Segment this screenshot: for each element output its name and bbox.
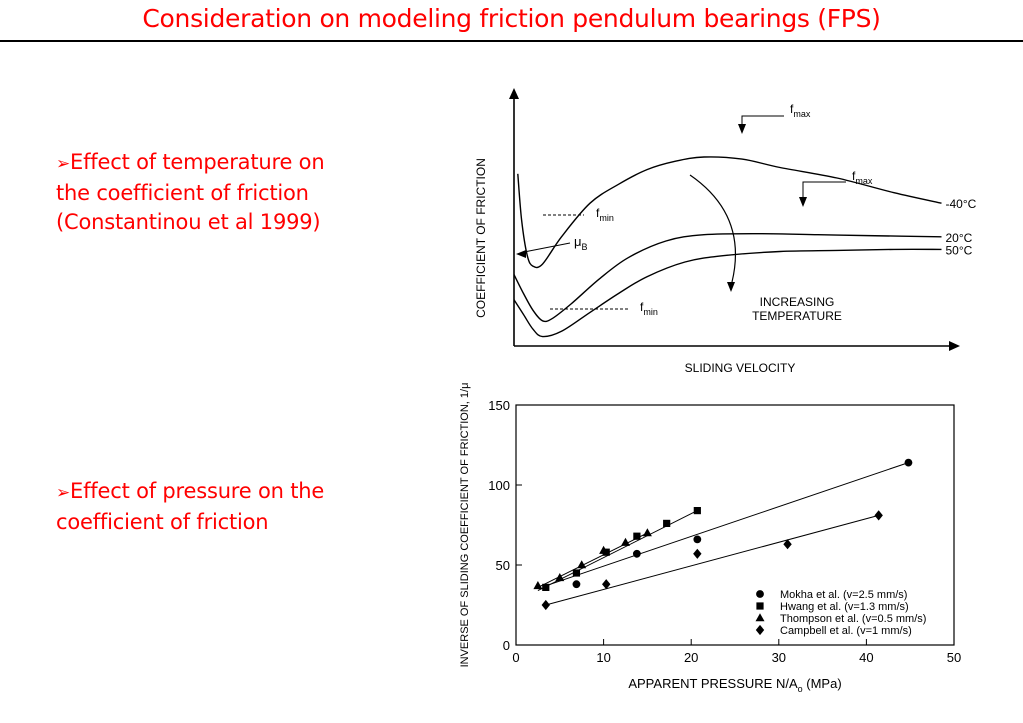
data-point <box>621 537 630 546</box>
data-point <box>663 519 671 527</box>
data-point <box>632 549 641 558</box>
title-underline <box>0 40 1023 42</box>
data-point <box>542 583 550 591</box>
series-label: 50°C <box>946 243 973 257</box>
x-tick-label: 0 <box>512 650 519 665</box>
x-axis-arrow <box>949 341 960 351</box>
data-point <box>633 532 641 540</box>
plot-frame <box>515 404 955 646</box>
increasing-temperature-arrow <box>689 174 736 283</box>
x-tick-label: 50 <box>947 650 961 665</box>
data-point <box>533 581 543 590</box>
y-tick-label: 0 <box>503 638 510 653</box>
fit-line <box>537 510 698 592</box>
y-axis-label: COEFFICIENT OF FRICTION <box>474 158 488 318</box>
data-point <box>904 458 913 467</box>
x-tick-label: 10 <box>596 650 610 665</box>
series-label: -40°C <box>946 197 977 211</box>
data-point <box>572 569 581 577</box>
legend-marker <box>756 590 764 598</box>
bullet-line: Effect of pressure on the <box>70 479 325 503</box>
fmin-label: fmin <box>640 300 658 317</box>
data-point <box>572 580 581 589</box>
legend-marker <box>755 613 765 622</box>
x-tick-label: 40 <box>859 650 873 665</box>
bullet-pressure: ➢Effect of pressure on the coefficient o… <box>56 477 416 537</box>
increasing-temperature-label: INCREASING <box>760 295 835 309</box>
y-tick-label: 50 <box>496 558 510 573</box>
bullet-line: (Constantinou et al 1999) <box>56 210 321 234</box>
series-line <box>513 232 942 323</box>
bullet-arrow-icon: ➢ <box>56 483 71 503</box>
data-point <box>577 560 587 569</box>
fmax-label: fmax <box>790 102 811 119</box>
bullet-line: the coefficient of friction <box>56 181 309 205</box>
bullet-line: Effect of temperature on <box>70 150 325 174</box>
data-point <box>602 579 611 590</box>
increasing-temperature-arrowhead <box>727 282 735 292</box>
y-axis-label: INVERSE OF SLIDING COEFFICIENT OF FRICTI… <box>459 383 471 668</box>
legend-entry: Campbell et al. (v=1 mm/s) <box>780 625 912 637</box>
slide-title: Consideration on modeling friction pendu… <box>142 4 881 33</box>
y-tick-label: 150 <box>488 398 510 413</box>
data-point <box>693 535 702 544</box>
data-point <box>874 510 883 521</box>
data-point <box>555 573 565 582</box>
data-point <box>693 548 702 559</box>
data-point <box>693 507 701 515</box>
bullet-line: coefficient of friction <box>56 510 269 534</box>
legend-marker <box>756 602 764 610</box>
mu-b-leader <box>523 242 571 253</box>
fit-line <box>545 514 879 606</box>
data-point <box>642 528 652 537</box>
mu-b-label: μB <box>574 234 588 252</box>
legend-entry: Mokha et al. (v=2.5 mm/s) <box>780 589 907 601</box>
y-tick-label: 100 <box>488 478 510 493</box>
series-line <box>517 156 942 269</box>
legend-entry: Hwang et al. (v=1.3 mm/s) <box>780 601 909 613</box>
series-line <box>513 248 942 338</box>
fit-line <box>545 462 909 587</box>
fmax-arrow <box>799 197 807 207</box>
x-tick-label: 20 <box>684 650 698 665</box>
y-axis-arrow <box>509 88 519 99</box>
x-tick-label: 30 <box>772 650 786 665</box>
bullet-temperature: ➢Effect of temperature on the coefficien… <box>56 148 416 237</box>
bullet-arrow-icon: ➢ <box>56 154 71 174</box>
fit-line <box>537 532 648 588</box>
data-point <box>783 539 792 550</box>
legend-marker <box>755 624 765 636</box>
increasing-temperature-label: TEMPERATURE <box>752 309 842 323</box>
fmin-label: fmin <box>596 206 614 223</box>
x-axis-label: SLIDING VELOCITY <box>685 361 796 375</box>
series-label: 20°C <box>946 231 973 245</box>
legend-entry: Thompson et al. (v=0.5 mm/s) <box>780 613 926 625</box>
data-point <box>599 545 609 554</box>
fmax-arrow <box>738 124 746 134</box>
data-point <box>541 599 550 611</box>
x-axis-label: APPARENT PRESSURE N/Ao (MPa) <box>628 676 841 694</box>
fmax-label: fmax <box>852 169 873 186</box>
mu-b-arrow <box>516 250 526 258</box>
fmax-leader <box>741 115 784 127</box>
fmax-leader <box>802 181 846 198</box>
